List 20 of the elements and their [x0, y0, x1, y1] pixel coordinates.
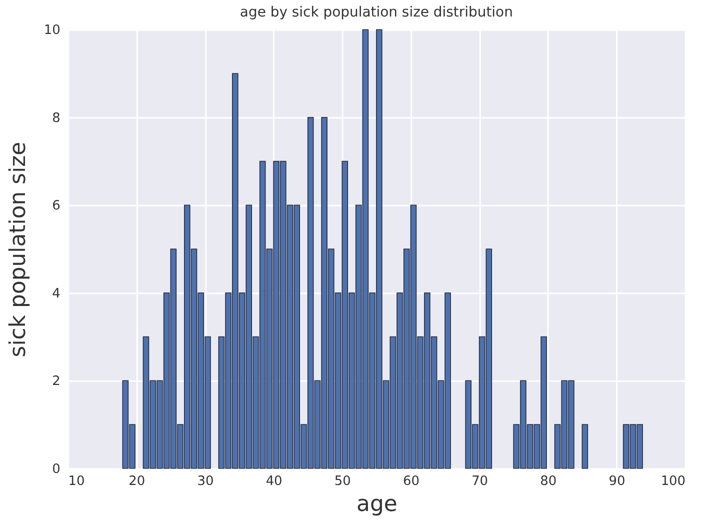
x-tick-label: 100	[660, 474, 686, 489]
y-tick-label: 2	[52, 374, 60, 390]
x-tick-label: 40	[266, 474, 282, 489]
y-axis-title: sick population size	[6, 142, 31, 358]
bar	[582, 424, 588, 469]
y-tick-label: 4	[52, 286, 60, 302]
y-tick-label: 10	[44, 23, 60, 38]
x-axis-title: age	[356, 492, 398, 517]
x-tick-label: 10	[68, 474, 85, 489]
x-tick-label: 20	[128, 474, 146, 489]
y-tick-label: 8	[52, 110, 60, 126]
x-tick-label: 80	[540, 474, 557, 489]
x-tick-label: 60	[402, 474, 420, 489]
x-tick-label: 30	[197, 474, 214, 489]
y-tick-label: 0	[52, 462, 60, 477]
x-tick-label: 70	[472, 474, 488, 489]
y-tick-label: 6	[52, 198, 60, 214]
chart-title: age by sick population size distribution	[240, 4, 513, 21]
x-tick-label: 50	[334, 474, 351, 489]
x-tick-label: 90	[608, 474, 626, 489]
